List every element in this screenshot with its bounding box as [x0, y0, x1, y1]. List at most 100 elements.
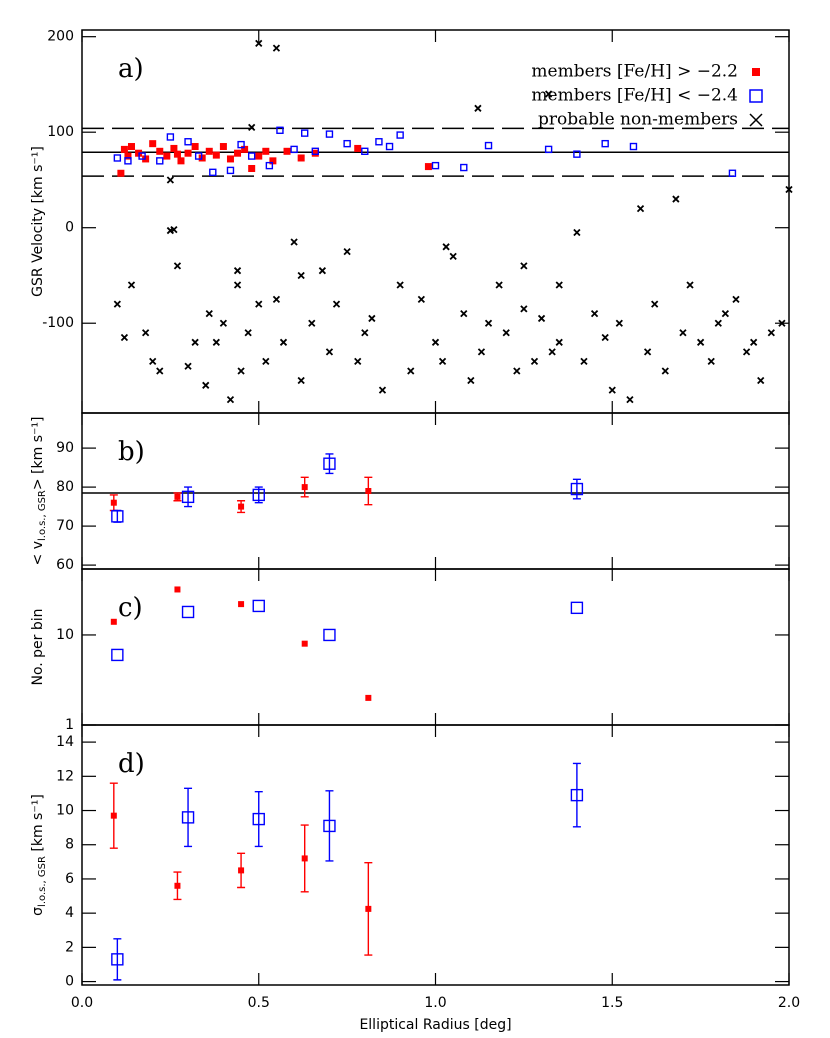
marker — [573, 228, 581, 237]
y-axis-label: GSR Velocity [km s⁻¹] — [30, 146, 46, 297]
marker — [778, 319, 786, 327]
legend-marker — [752, 68, 760, 76]
marker — [615, 319, 623, 327]
marker — [361, 329, 369, 337]
marker — [111, 510, 124, 523]
legend-label: members [Fe/H] < −2.4 — [531, 86, 738, 106]
marker — [174, 882, 181, 889]
marker — [111, 953, 124, 966]
marker — [544, 90, 553, 98]
marker — [721, 310, 730, 318]
marker — [311, 147, 320, 155]
marker — [170, 144, 178, 152]
x-axis-label: Elliptical Radius [deg] — [359, 1017, 511, 1033]
marker — [252, 812, 265, 826]
marker — [365, 905, 372, 912]
marker — [325, 130, 334, 138]
marker — [252, 599, 265, 613]
panel-label: b) — [118, 437, 145, 467]
panel-label: a) — [118, 54, 144, 84]
marker — [170, 225, 178, 234]
marker — [181, 605, 195, 619]
marker — [163, 152, 171, 160]
y-tick-label: 0 — [65, 220, 74, 236]
marker — [707, 357, 715, 366]
marker — [323, 457, 336, 470]
marker — [396, 281, 404, 289]
marker — [156, 367, 164, 375]
plot-frame — [81, 724, 790, 986]
y-tick-label: 200 — [47, 29, 74, 45]
marker — [174, 493, 181, 500]
marker — [174, 586, 181, 593]
legend-marker — [749, 113, 763, 127]
error-bar — [572, 762, 581, 828]
marker — [424, 163, 432, 171]
legend-marker — [749, 89, 763, 103]
marker — [460, 163, 468, 172]
marker — [110, 499, 117, 506]
marker — [742, 348, 751, 356]
y-tick-label: 70 — [56, 518, 74, 534]
marker — [181, 811, 195, 824]
marker — [255, 39, 263, 48]
marker — [244, 329, 252, 337]
marker — [431, 161, 440, 170]
error-bar — [325, 790, 334, 862]
marker — [308, 319, 316, 327]
y-tick-label: 10 — [56, 627, 74, 643]
marker — [318, 267, 327, 275]
marker — [555, 338, 563, 346]
y-tick-label: 4 — [65, 905, 74, 921]
marker — [361, 147, 369, 155]
marker — [495, 281, 503, 289]
panel-label: d) — [118, 749, 145, 779]
marker — [555, 281, 563, 289]
marker — [661, 367, 669, 375]
marker — [233, 281, 242, 289]
marker — [262, 357, 270, 366]
marker — [474, 104, 482, 112]
y-axis-label: σl.o.s., GSR [km s⁻¹] — [30, 794, 48, 916]
marker — [110, 812, 117, 819]
marker — [297, 154, 305, 162]
y-axis-label-main: σ — [30, 907, 46, 916]
marker — [785, 185, 793, 194]
y-tick-label: 60 — [56, 557, 74, 573]
marker — [325, 348, 334, 356]
marker — [234, 149, 242, 157]
marker — [297, 271, 305, 280]
marker — [202, 381, 210, 389]
marker — [110, 618, 117, 625]
marker — [127, 281, 136, 289]
y-axis-label-main: < v — [30, 541, 46, 565]
marker — [354, 144, 362, 152]
y-axis-label: < vl.o.s., GSR> [km s⁻¹] — [30, 417, 48, 566]
marker — [149, 357, 157, 366]
error-bar — [113, 938, 122, 981]
marker — [460, 310, 468, 318]
marker — [732, 295, 740, 303]
y-axis-label-sub: l.o.s., GSR — [37, 490, 48, 541]
marker — [573, 150, 581, 158]
marker — [241, 145, 249, 153]
marker — [233, 267, 242, 275]
marker — [629, 142, 638, 151]
marker — [138, 152, 146, 160]
marker — [417, 295, 425, 303]
marker — [537, 314, 546, 323]
marker — [113, 300, 121, 308]
marker — [728, 169, 737, 177]
marker — [124, 152, 132, 160]
legend-label: members [Fe/H] > −2.2 — [531, 62, 738, 82]
marker — [442, 243, 450, 251]
marker — [283, 147, 291, 155]
marker — [237, 367, 245, 375]
marker — [265, 161, 274, 170]
marker — [354, 357, 362, 366]
marker — [279, 338, 288, 346]
marker — [237, 140, 245, 149]
error-bar — [184, 486, 193, 508]
marker — [520, 262, 528, 270]
